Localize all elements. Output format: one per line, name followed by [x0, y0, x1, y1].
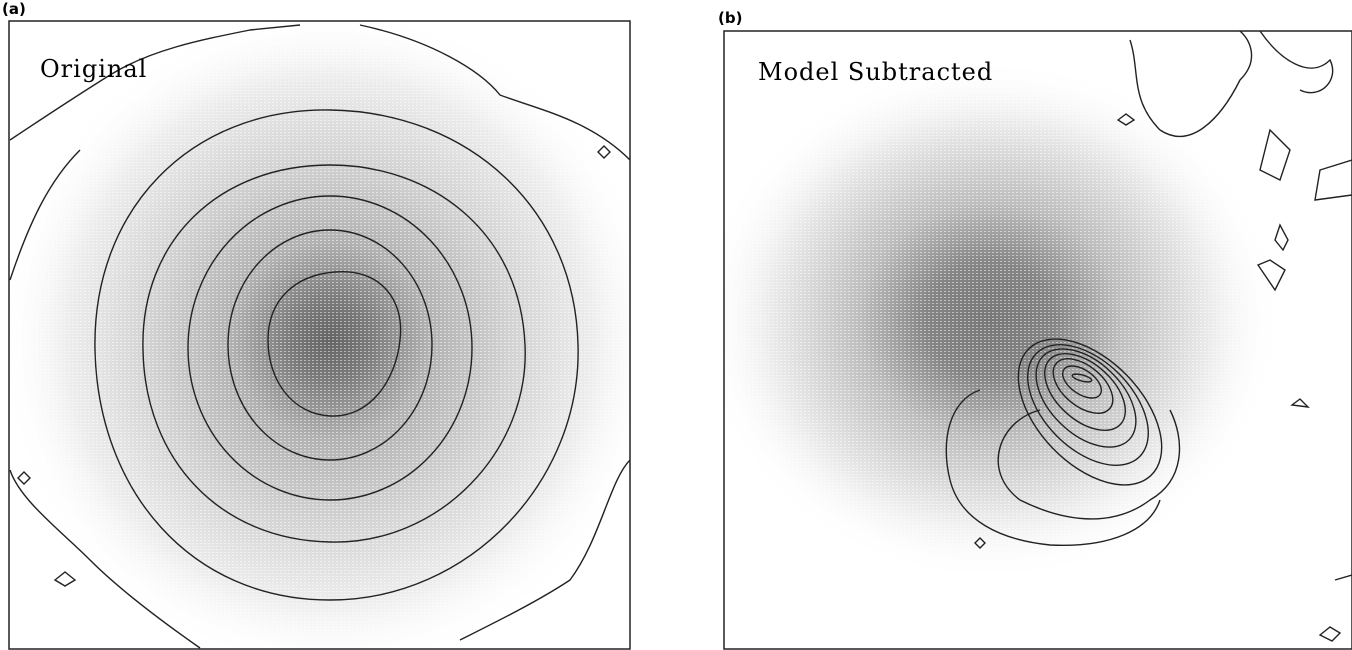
- panel-title: Original: [40, 55, 147, 83]
- image-a: [9, 21, 630, 649]
- frame: [723, 30, 1352, 650]
- image-b: [724, 31, 1352, 649]
- panel-title: Model Subtracted: [758, 58, 993, 86]
- panel-label: (b): [718, 9, 742, 27]
- panel-label: (a): [2, 0, 26, 18]
- frame: [8, 20, 631, 650]
